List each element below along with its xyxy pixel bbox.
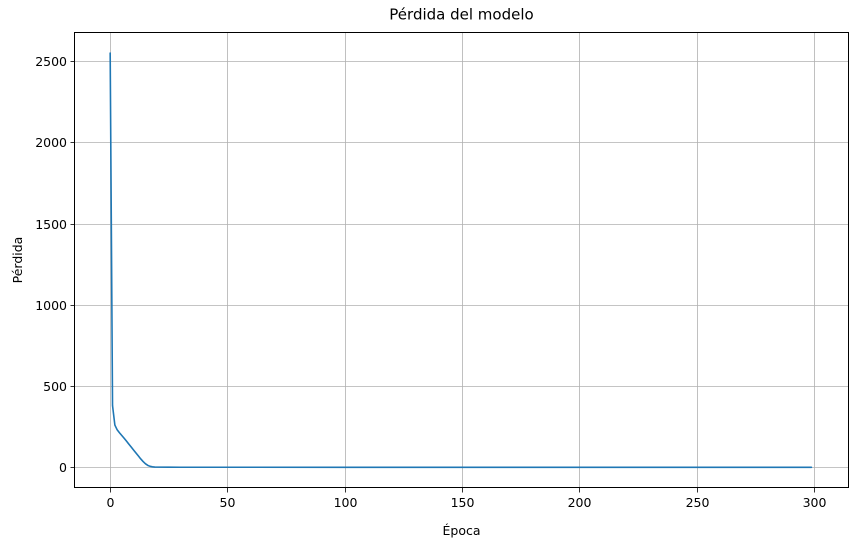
- axes-frame: [74, 32, 849, 488]
- y-tick-label: 1500: [35, 217, 67, 232]
- y-axis-label: Pérdida: [10, 237, 25, 284]
- y-tick-label: 1000: [35, 298, 67, 313]
- ticks: 0 50 100 150 200 250 300 0 500 1000 1500 2000 2500: [35, 54, 826, 510]
- y-tick-label: 2500: [35, 54, 67, 69]
- x-axis-label: Época: [442, 523, 480, 538]
- y-tick-label: 0: [59, 460, 67, 475]
- series-line: [109, 52, 813, 469]
- x-tick-label: 300: [803, 495, 827, 510]
- grid: [75, 32, 849, 488]
- x-tick-label: 100: [334, 495, 358, 510]
- x-tick-label: 50: [220, 495, 236, 510]
- chart-title: Pérdida del modelo: [389, 6, 533, 24]
- x-tick-label: 0: [107, 495, 115, 510]
- x-tick-label: 200: [568, 495, 592, 510]
- y-tick-label: 2000: [35, 135, 67, 150]
- x-tick-label: 250: [686, 495, 710, 510]
- y-tick-label: 500: [43, 379, 67, 394]
- plot-area: [109, 52, 813, 469]
- x-tick-label: 150: [451, 495, 475, 510]
